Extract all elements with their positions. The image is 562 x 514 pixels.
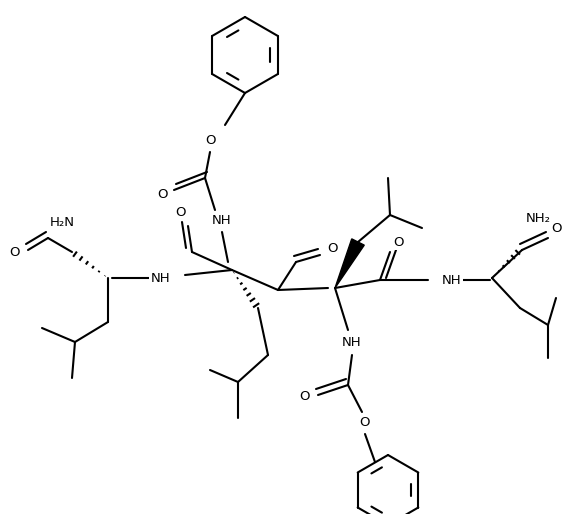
Text: O: O xyxy=(327,242,337,254)
Text: H₂N: H₂N xyxy=(49,215,75,229)
Text: O: O xyxy=(10,246,20,259)
Text: O: O xyxy=(551,222,561,234)
Text: O: O xyxy=(299,390,309,402)
Text: O: O xyxy=(175,206,185,218)
Text: NH: NH xyxy=(342,336,362,348)
Text: O: O xyxy=(360,415,370,429)
Text: NH: NH xyxy=(151,271,170,285)
Text: O: O xyxy=(157,188,167,200)
Text: NH: NH xyxy=(212,213,232,227)
Text: NH: NH xyxy=(442,273,461,286)
Text: O: O xyxy=(205,134,215,146)
Polygon shape xyxy=(335,239,364,288)
Text: NH₂: NH₂ xyxy=(525,211,551,225)
Text: O: O xyxy=(393,235,404,248)
